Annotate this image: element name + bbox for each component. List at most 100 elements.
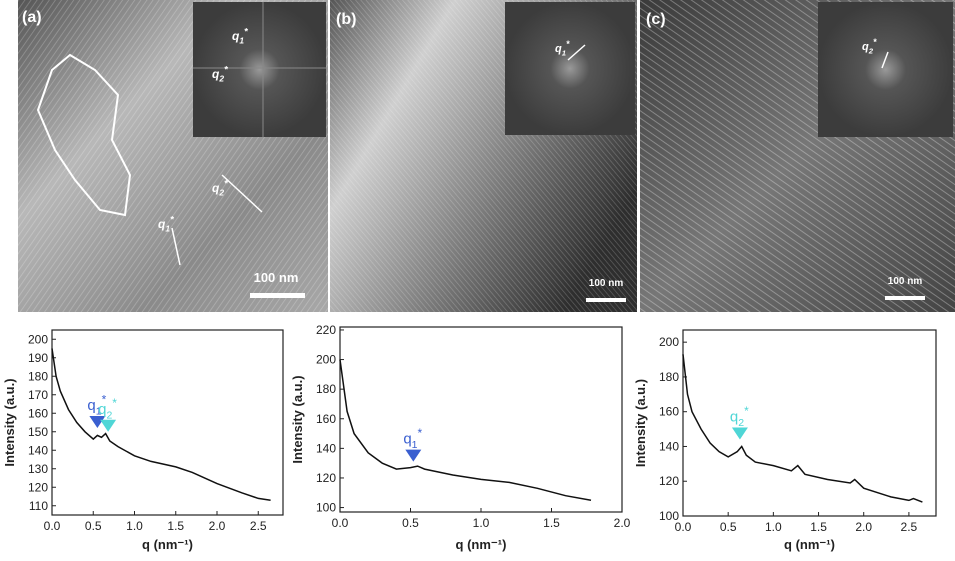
x-tick-label: 0.5 bbox=[720, 520, 737, 534]
data-line bbox=[339, 359, 592, 501]
q-superscript: * bbox=[873, 37, 877, 47]
q-superscript: * bbox=[170, 215, 175, 226]
y-tick-label: 120 bbox=[28, 480, 48, 494]
x-axis-title: q (nm⁻¹) bbox=[142, 537, 193, 552]
data-line bbox=[51, 348, 271, 501]
panel-label: (a) bbox=[22, 9, 42, 26]
q-subscript: 2 bbox=[738, 417, 744, 429]
q-subscript: 2 bbox=[868, 46, 874, 55]
q-superscript: * bbox=[744, 404, 749, 418]
q-subscript: 1 bbox=[239, 36, 244, 46]
q-symbol: q bbox=[555, 43, 562, 55]
x-tick-label: 2.0 bbox=[614, 516, 631, 530]
q-superscript: * bbox=[418, 426, 423, 440]
y-tick-label: 190 bbox=[28, 351, 48, 365]
scale-bar-label: 100 nm bbox=[254, 270, 299, 285]
x-tick-label: 1.5 bbox=[167, 519, 184, 533]
q-subscript: 2 bbox=[218, 74, 224, 84]
peak-label: q2* bbox=[98, 396, 117, 421]
y-tick-label: 140 bbox=[659, 439, 679, 453]
q-symbol: q bbox=[730, 409, 738, 426]
y-tick-label: 180 bbox=[28, 369, 48, 383]
x-tick-label: 0.5 bbox=[85, 519, 102, 533]
x-tick-label: 0.5 bbox=[402, 516, 419, 530]
peak-marker bbox=[405, 449, 422, 462]
x-tick-label: 2.0 bbox=[855, 520, 872, 534]
q-subscript: 1 bbox=[165, 224, 170, 234]
x-tick-label: 2.5 bbox=[250, 519, 267, 533]
y-tick-label: 100 bbox=[659, 509, 679, 523]
q-symbol: q bbox=[158, 217, 166, 231]
x-tick-label: 0.0 bbox=[675, 520, 692, 534]
arrow-label: q2* bbox=[212, 179, 229, 198]
y-tick-label: 160 bbox=[659, 405, 679, 419]
peak-label: q1* bbox=[87, 392, 106, 417]
q-symbol: q bbox=[862, 41, 869, 53]
scale-bar-label: 100 nm bbox=[888, 276, 923, 287]
q-superscript: * bbox=[224, 65, 229, 76]
peak-label: q2* bbox=[730, 404, 749, 429]
y-tick-label: 180 bbox=[316, 382, 336, 396]
q-subscript: 2 bbox=[218, 188, 224, 198]
fft-label: q2* bbox=[212, 65, 229, 84]
q-symbol: q bbox=[403, 431, 411, 448]
panel-label: (b) bbox=[336, 11, 356, 28]
q-superscript: * bbox=[566, 39, 570, 49]
fft-label: q1* bbox=[555, 39, 570, 57]
arrow-label: q1* bbox=[158, 215, 175, 234]
y-tick-label: 110 bbox=[29, 499, 48, 513]
y-tick-label: 160 bbox=[28, 406, 48, 420]
x-tick-label: 1.0 bbox=[126, 519, 143, 533]
panel-label: (c) bbox=[646, 11, 666, 28]
q-symbol: q bbox=[212, 67, 220, 81]
q-symbol: q bbox=[98, 401, 106, 418]
x-tick-label: 1.5 bbox=[810, 520, 827, 534]
y-tick-label: 220 bbox=[316, 323, 336, 337]
q-superscript: * bbox=[102, 392, 107, 406]
data-line bbox=[682, 354, 923, 503]
x-tick-label: 1.5 bbox=[543, 516, 560, 530]
peak-marker bbox=[89, 416, 106, 429]
q-symbol: q bbox=[232, 29, 240, 43]
q-subscript: 1 bbox=[412, 439, 418, 451]
micrograph-a bbox=[18, 0, 328, 312]
y-axis-title: Intensity (a.u.) bbox=[290, 375, 305, 463]
x-tick-label: 0.0 bbox=[44, 519, 61, 533]
q-superscript: * bbox=[112, 396, 117, 410]
fft-label: q1* bbox=[232, 27, 249, 46]
q-superscript: * bbox=[244, 27, 249, 38]
y-tick-label: 120 bbox=[659, 474, 679, 488]
peak-marker bbox=[731, 427, 748, 440]
y-tick-label: 150 bbox=[28, 425, 48, 439]
q-symbol: q bbox=[87, 397, 95, 414]
q-subscript: 1 bbox=[562, 48, 566, 57]
plot-frame bbox=[339, 326, 623, 513]
y-tick-label: 170 bbox=[28, 388, 48, 402]
micrograph-c bbox=[640, 0, 955, 312]
x-tick-label: 2.5 bbox=[901, 520, 918, 534]
peak-label: q1* bbox=[403, 426, 422, 451]
q-subscript: 1 bbox=[96, 406, 102, 418]
x-tick-label: 1.0 bbox=[473, 516, 490, 530]
y-tick-label: 140 bbox=[316, 441, 336, 455]
plot-frame bbox=[682, 329, 937, 517]
x-axis-title: q (nm⁻¹) bbox=[456, 537, 507, 552]
q-superscript: * bbox=[224, 179, 229, 190]
scale-bar-label: 100 nm bbox=[589, 278, 624, 289]
y-tick-label: 140 bbox=[28, 443, 48, 457]
y-tick-label: 100 bbox=[316, 501, 336, 515]
y-tick-label: 120 bbox=[316, 471, 336, 485]
peak-marker bbox=[100, 419, 117, 432]
micrograph-b bbox=[330, 0, 637, 312]
y-tick-label: 200 bbox=[316, 353, 336, 367]
fft-label: q2* bbox=[862, 37, 877, 55]
x-tick-label: 0.0 bbox=[332, 516, 349, 530]
q-subscript: 2 bbox=[106, 409, 112, 421]
y-tick-label: 160 bbox=[316, 412, 336, 426]
x-tick-label: 1.0 bbox=[765, 520, 782, 534]
y-axis-title: Intensity (a.u.) bbox=[633, 379, 648, 467]
plot-frame bbox=[51, 329, 284, 516]
x-axis-title: q (nm⁻¹) bbox=[784, 537, 835, 552]
